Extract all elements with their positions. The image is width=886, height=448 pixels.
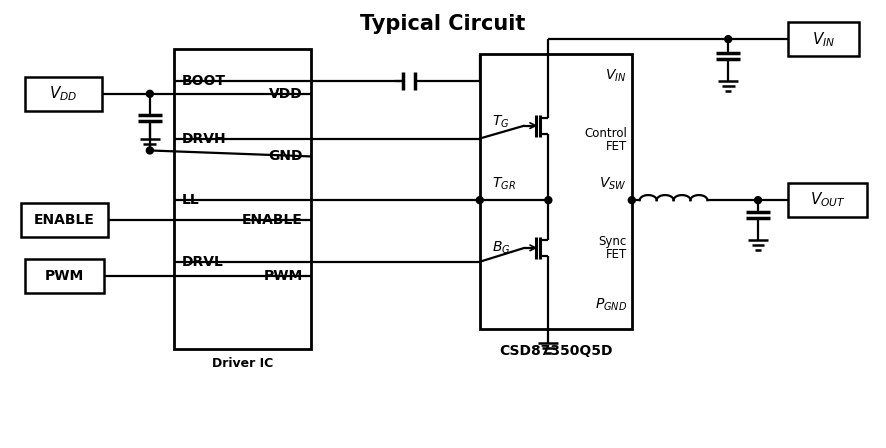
Text: VDD: VDD: [269, 87, 303, 101]
Text: BOOT: BOOT: [182, 74, 226, 88]
Circle shape: [146, 90, 153, 97]
Bar: [480, 54, 632, 329]
Text: GND: GND: [268, 150, 303, 164]
Text: FET: FET: [606, 248, 627, 261]
Text: $T_{GR}$: $T_{GR}$: [492, 176, 516, 192]
Circle shape: [477, 197, 483, 204]
Text: $V_{IN}$: $V_{IN}$: [605, 68, 627, 84]
Circle shape: [725, 36, 732, 43]
Text: FET: FET: [606, 140, 627, 153]
Text: Typical Circuit: Typical Circuit: [361, 14, 525, 34]
Bar: [25, 77, 102, 111]
Text: $B_G$: $B_G$: [492, 240, 510, 256]
Text: $T_G$: $T_G$: [492, 113, 509, 130]
Circle shape: [628, 197, 635, 204]
Text: ENABLE: ENABLE: [34, 213, 95, 227]
Text: $V_{IN}$: $V_{IN}$: [812, 30, 835, 48]
Bar: [788, 183, 867, 217]
Circle shape: [146, 147, 153, 154]
Bar: [788, 22, 859, 56]
Text: Driver IC: Driver IC: [212, 357, 273, 370]
Circle shape: [755, 197, 761, 204]
Circle shape: [545, 197, 552, 204]
Text: DRVL: DRVL: [182, 255, 223, 269]
Bar: [25, 259, 105, 293]
Text: CSD87350Q5D: CSD87350Q5D: [499, 344, 612, 358]
Text: DRVH: DRVH: [182, 132, 226, 146]
Text: Sync: Sync: [599, 235, 627, 248]
Text: $V_{SW}$: $V_{SW}$: [599, 176, 627, 192]
Bar: [174, 49, 311, 349]
Bar: [20, 203, 108, 237]
Text: LL: LL: [182, 193, 199, 207]
Text: ENABLE: ENABLE: [242, 213, 303, 227]
Text: PWM: PWM: [44, 269, 84, 283]
Text: $P_{GND}$: $P_{GND}$: [595, 296, 627, 313]
Text: $V_{OUT}$: $V_{OUT}$: [810, 191, 845, 210]
Text: PWM: PWM: [264, 269, 303, 283]
Text: Control: Control: [584, 127, 627, 140]
Text: $V_{DD}$: $V_{DD}$: [50, 85, 78, 103]
